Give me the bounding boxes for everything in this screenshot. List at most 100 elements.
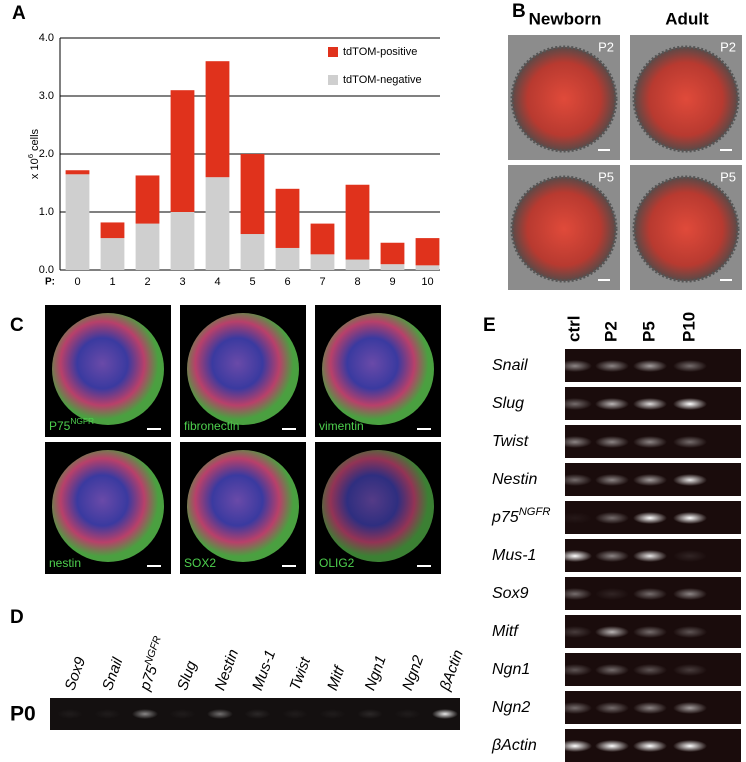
stain-label-sup: NGFR: [70, 416, 94, 426]
legend-swatch: [328, 75, 338, 85]
gene-label-main: Ngn2: [399, 653, 427, 693]
bar-segment: [415, 265, 440, 270]
panel-label: C: [10, 315, 24, 336]
gene-label: Twist: [287, 654, 315, 692]
x-tick-label: 10: [421, 276, 433, 288]
x-tick-label: 0: [74, 276, 80, 288]
gene-label-main: Ngn1: [492, 661, 530, 678]
stain-label: fibronectin: [184, 419, 239, 433]
bar-segment: [240, 234, 265, 270]
sphere: [510, 45, 618, 153]
x-tick-label: 6: [284, 276, 290, 288]
gel-band: [673, 588, 707, 600]
bar-segment: [240, 154, 265, 235]
stain-label-main: OLIG2: [319, 556, 355, 570]
stain-label-main: vimentin: [319, 419, 364, 433]
gene-label-main: βActin: [491, 737, 537, 754]
gel-band: [169, 709, 196, 719]
gene-label: Snail: [99, 655, 127, 693]
bar-segment: [65, 174, 90, 270]
gene-label-main: Twist: [492, 433, 529, 450]
gel-band: [558, 740, 592, 752]
x-tick-label: 8: [354, 276, 360, 288]
passage-label: P5: [598, 169, 614, 184]
gel-band: [673, 474, 707, 486]
gene-label-main: Slug: [492, 395, 524, 412]
bar-segment: [275, 188, 300, 248]
bar-segment: [170, 90, 195, 212]
gel-band: [633, 626, 667, 638]
gene-label: Mitf: [492, 623, 519, 640]
gene-label-main: Nestin: [212, 647, 243, 693]
gel-band: [595, 702, 629, 714]
gel-band: [595, 360, 629, 372]
gene-label-main: Mus-1: [492, 547, 536, 564]
bar-segment: [275, 247, 300, 270]
column-label: ctrl: [564, 316, 583, 342]
column-label: P2: [601, 321, 620, 342]
bar-segment: [205, 61, 230, 178]
gene-label-main: Mus-1: [249, 648, 279, 693]
gene-label-main: Twist: [287, 654, 315, 692]
gel-band: [558, 626, 592, 638]
passage-label: P2: [598, 39, 614, 54]
sphere: [632, 175, 740, 283]
gel-band: [558, 360, 592, 372]
gene-label-main: Mitf: [492, 623, 519, 640]
gene-label: Nestin: [212, 647, 243, 693]
gene-label-main: Slug: [174, 658, 200, 693]
gel-band: [673, 436, 707, 448]
gene-label-sup: NGFR: [519, 506, 551, 518]
x-tick-label: 1: [109, 276, 115, 288]
gene-label-main: Ngn2: [492, 699, 530, 716]
gel-band: [673, 626, 707, 638]
column-label: P5: [639, 321, 658, 342]
legend-label: tdTOM-positive: [343, 46, 417, 58]
gel-band: [633, 588, 667, 600]
gel-band: [558, 588, 592, 600]
gel-band: [558, 512, 592, 524]
gene-label-sup: NGFR: [142, 634, 164, 666]
gene-label: Twist: [492, 433, 529, 450]
gene-label: Ngn2: [492, 699, 530, 716]
sphere: [187, 450, 299, 562]
y-axis-label-rest: cells: [29, 128, 41, 154]
gel-band: [319, 709, 346, 719]
column-label: Newborn: [529, 9, 602, 28]
row-label: P0: [10, 703, 36, 726]
x-tick-label: 9: [389, 276, 395, 288]
gene-label: p75NGFR: [133, 634, 171, 694]
sphere: [52, 313, 164, 425]
gene-label: Mus-1: [492, 547, 536, 564]
bar-segment: [170, 212, 195, 270]
stain-label: vimentin: [319, 419, 364, 433]
gel-band: [558, 664, 592, 676]
gel-band: [558, 550, 592, 562]
sphere: [322, 313, 434, 425]
stain-label: SOX2: [184, 556, 216, 570]
gel-band: [94, 709, 121, 719]
y-tick-label: 1.0: [39, 206, 54, 218]
bar-segment: [100, 238, 125, 270]
gel-band: [595, 664, 629, 676]
gene-label-main: βActin: [436, 648, 467, 694]
gel-band: [357, 709, 383, 719]
panel-label: D: [10, 607, 24, 628]
stain-label: OLIG2: [319, 556, 355, 570]
stain-label: nestin: [49, 556, 81, 570]
gene-label-main: Snail: [99, 655, 127, 693]
gene-label-main: Ngn1: [362, 653, 390, 693]
gel-band: [595, 626, 629, 638]
gel-band: [673, 550, 707, 562]
gene-label: Sox9: [492, 585, 529, 602]
gene-label: βActin: [491, 737, 537, 754]
gene-label-main: Snail: [492, 357, 528, 374]
gel-band: [595, 436, 629, 448]
x-tick-label: 2: [144, 276, 150, 288]
gel-band: [633, 550, 667, 562]
bar-segment: [135, 223, 160, 270]
bar-segment: [380, 264, 405, 270]
stain-label-main: nestin: [49, 556, 81, 570]
x-tick-label: 4: [214, 276, 220, 288]
